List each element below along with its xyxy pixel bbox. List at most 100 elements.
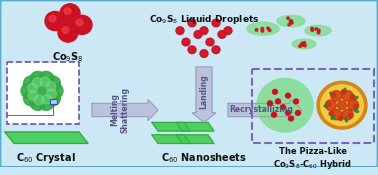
Circle shape [311,29,313,31]
Circle shape [218,31,226,38]
Text: Co$_9$S$_8$: Co$_9$S$_8$ [52,50,84,64]
Circle shape [338,116,343,120]
Ellipse shape [277,15,305,27]
Circle shape [329,111,333,116]
Circle shape [64,8,71,14]
Circle shape [299,45,301,47]
Circle shape [287,17,290,19]
Circle shape [296,110,301,115]
Circle shape [331,109,342,120]
Circle shape [315,28,318,30]
Circle shape [182,38,190,46]
Circle shape [200,50,208,57]
Circle shape [326,102,330,106]
Circle shape [176,27,184,34]
Circle shape [34,95,44,105]
Circle shape [267,27,270,30]
Circle shape [255,29,258,31]
Circle shape [268,101,273,106]
Polygon shape [192,67,216,122]
Circle shape [268,29,271,32]
Circle shape [271,112,276,117]
Circle shape [188,46,196,54]
Circle shape [49,15,56,22]
Circle shape [30,71,46,87]
Circle shape [200,27,208,34]
FancyBboxPatch shape [0,0,378,167]
Circle shape [349,113,353,117]
Circle shape [301,42,304,45]
Ellipse shape [345,117,347,122]
Circle shape [28,90,38,100]
Circle shape [317,81,367,129]
Circle shape [348,100,359,110]
Circle shape [224,27,232,34]
Circle shape [60,4,80,23]
Circle shape [38,95,54,110]
Circle shape [261,27,263,30]
Circle shape [273,89,277,94]
Circle shape [23,90,39,106]
Circle shape [331,91,342,101]
Circle shape [318,29,320,32]
Circle shape [291,22,293,24]
Circle shape [45,76,60,91]
Polygon shape [176,135,214,144]
Circle shape [40,77,50,86]
Circle shape [353,104,358,109]
Circle shape [293,99,299,104]
Text: Recrystallizing: Recrystallizing [229,106,293,114]
Circle shape [261,30,264,32]
Circle shape [58,23,78,42]
Ellipse shape [324,105,329,107]
Ellipse shape [330,92,334,96]
Circle shape [21,83,37,99]
Circle shape [285,110,291,115]
Polygon shape [92,99,158,121]
Text: Melting
Shattering: Melting Shattering [110,87,130,133]
Ellipse shape [292,39,316,49]
Circle shape [212,19,220,27]
Ellipse shape [247,22,279,35]
Circle shape [194,31,202,38]
Text: C$_{60}$ Crystal: C$_{60}$ Crystal [16,151,76,165]
Circle shape [304,44,306,47]
Circle shape [289,20,292,22]
Ellipse shape [353,97,358,100]
Circle shape [42,94,52,104]
Circle shape [288,116,293,121]
Circle shape [46,89,57,99]
Circle shape [206,38,214,46]
Circle shape [342,109,353,120]
Circle shape [45,12,65,31]
Ellipse shape [343,88,346,93]
Polygon shape [152,135,190,144]
Circle shape [276,99,280,104]
Circle shape [300,44,303,46]
Circle shape [338,101,347,110]
Circle shape [212,46,220,54]
Circle shape [257,78,313,132]
Circle shape [23,76,39,91]
Circle shape [47,83,63,99]
Polygon shape [228,99,302,121]
Circle shape [45,90,60,106]
Text: Co$_9$S$_8$ Liquid Droplets: Co$_9$S$_8$ Liquid Droplets [149,13,259,26]
Circle shape [280,105,285,110]
Bar [50,99,57,104]
Circle shape [285,93,291,98]
Circle shape [30,95,46,110]
Circle shape [342,91,353,101]
Polygon shape [152,122,190,131]
Circle shape [28,83,37,93]
Polygon shape [5,132,88,143]
Circle shape [76,19,83,26]
Circle shape [311,27,313,30]
Bar [7,62,79,124]
Text: C$_{60}$ Nanosheets: C$_{60}$ Nanosheets [161,151,247,165]
Circle shape [317,31,320,34]
Text: Landing: Landing [200,74,209,109]
Text: The Pizza-Like
Co$_9$S$_8$-C$_{60}$ Hybrid: The Pizza-Like Co$_9$S$_8$-C$_{60}$ Hybr… [273,147,353,171]
Circle shape [72,15,92,34]
Ellipse shape [331,115,335,119]
